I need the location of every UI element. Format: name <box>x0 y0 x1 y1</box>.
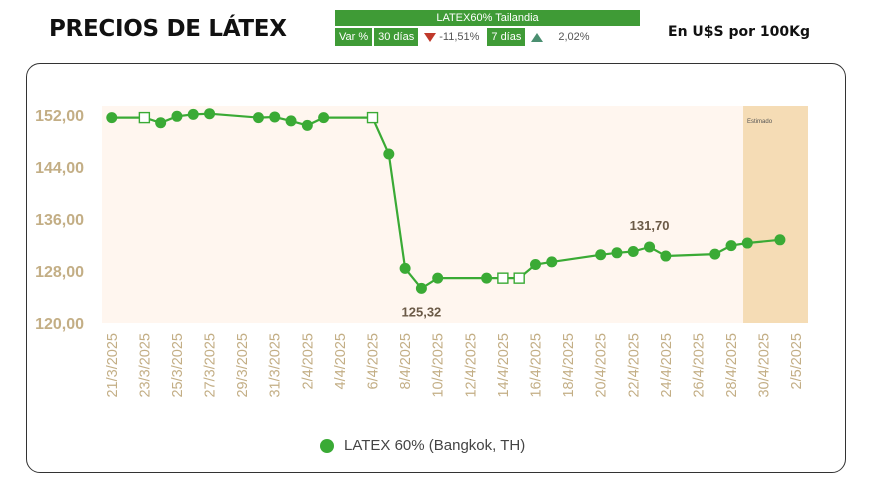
x-tick-label: 4/4/2025 <box>333 333 349 389</box>
data-point <box>741 237 753 249</box>
x-tick-label: 29/3/2025 <box>235 333 251 398</box>
x-tick-label: 6/4/2025 <box>366 333 382 389</box>
data-point <box>644 241 656 253</box>
x-tick-label: 24/4/2025 <box>659 333 675 398</box>
variation-panel: LATEX60% Tailandia Var % 30 días -11,51%… <box>335 10 640 47</box>
data-point <box>269 111 281 123</box>
data-point <box>204 108 216 120</box>
data-label: 125,32 <box>402 304 442 319</box>
x-tick-label: 16/4/2025 <box>528 333 544 398</box>
data-label: 131,70 <box>630 218 670 233</box>
data-point <box>774 234 786 246</box>
x-tick-label: 30/4/2025 <box>757 333 773 398</box>
variation-value-30: -11,51% <box>420 28 483 46</box>
data-point <box>725 240 737 252</box>
data-point <box>709 248 721 260</box>
y-tick-label: 128,00 <box>35 264 84 281</box>
x-tick-label: 26/4/2025 <box>691 333 707 398</box>
data-point <box>432 272 444 284</box>
y-tick-label: 136,00 <box>35 212 84 229</box>
x-tick-label: 28/4/2025 <box>724 333 740 398</box>
page-title: PRECIOS DE LÁTEX <box>49 16 287 42</box>
x-tick-label: 27/3/2025 <box>203 333 219 398</box>
variation-value-7: 2,02% <box>527 28 593 46</box>
data-point <box>546 256 558 268</box>
data-point-hollow <box>513 272 525 284</box>
x-tick-label: 23/3/2025 <box>137 333 153 398</box>
data-point <box>399 262 411 274</box>
x-tick-label: 21/3/2025 <box>105 333 121 398</box>
x-tick-label: 12/4/2025 <box>463 333 479 398</box>
data-point <box>383 148 395 160</box>
y-tick-label: 120,00 <box>35 316 84 333</box>
data-point <box>415 282 427 294</box>
chart-legend: LATEX 60% (Bangkok, TH) <box>320 437 525 454</box>
data-point-hollow <box>138 111 151 124</box>
data-point <box>627 246 639 257</box>
x-tick-label: 10/4/2025 <box>431 333 447 398</box>
data-point <box>611 247 623 259</box>
x-tick-label: 25/3/2025 <box>170 333 186 398</box>
data-point <box>155 117 167 129</box>
x-tick-label: 8/4/2025 <box>398 333 414 389</box>
data-point <box>106 112 118 124</box>
unit-label: En U$S por 100Kg <box>668 24 810 40</box>
data-point <box>301 119 313 131</box>
variation-title: LATEX60% Tailandia <box>335 10 640 26</box>
data-point-hollow <box>497 272 509 284</box>
variation-label: Var % <box>335 28 373 46</box>
estimated-band <box>743 106 808 323</box>
y-tick-label: 144,00 <box>35 160 84 177</box>
variation-period-30: 30 días <box>374 28 419 46</box>
x-tick-label: 2/5/2025 <box>789 333 805 389</box>
x-tick-label: 14/4/2025 <box>496 333 512 398</box>
data-point <box>285 115 297 127</box>
data-point <box>187 108 199 120</box>
chart-frame <box>26 63 846 473</box>
x-tick-label: 31/3/2025 <box>268 333 284 398</box>
x-tick-label: 18/4/2025 <box>561 333 577 398</box>
estimated-label: Estimado <box>747 119 773 125</box>
x-tick-label: 22/4/2025 <box>626 333 642 398</box>
data-point <box>529 259 541 270</box>
data-point <box>660 250 672 262</box>
y-tick-label: 152,00 <box>35 108 84 125</box>
data-point <box>171 110 183 122</box>
data-point <box>252 112 264 124</box>
data-point <box>481 272 493 284</box>
legend-label: LATEX 60% (Bangkok, TH) <box>344 437 526 454</box>
variation-value-30-text: -11,51% <box>439 31 480 43</box>
legend-marker-icon <box>320 438 334 453</box>
data-point <box>318 112 330 124</box>
data-point <box>595 249 607 261</box>
up-arrow-icon <box>531 32 544 42</box>
x-tick-label: 20/4/2025 <box>594 333 610 398</box>
plot-area <box>102 106 806 323</box>
variation-row: Var % 30 días -11,51% 7 días 2,02% <box>335 28 640 46</box>
variation-period-7: 7 días <box>487 28 526 46</box>
variation-value-7-text: 2,02% <box>558 31 590 43</box>
x-tick-label: 2/4/2025 <box>300 333 316 389</box>
data-point-hollow <box>366 111 379 124</box>
down-arrow-icon <box>424 32 437 42</box>
